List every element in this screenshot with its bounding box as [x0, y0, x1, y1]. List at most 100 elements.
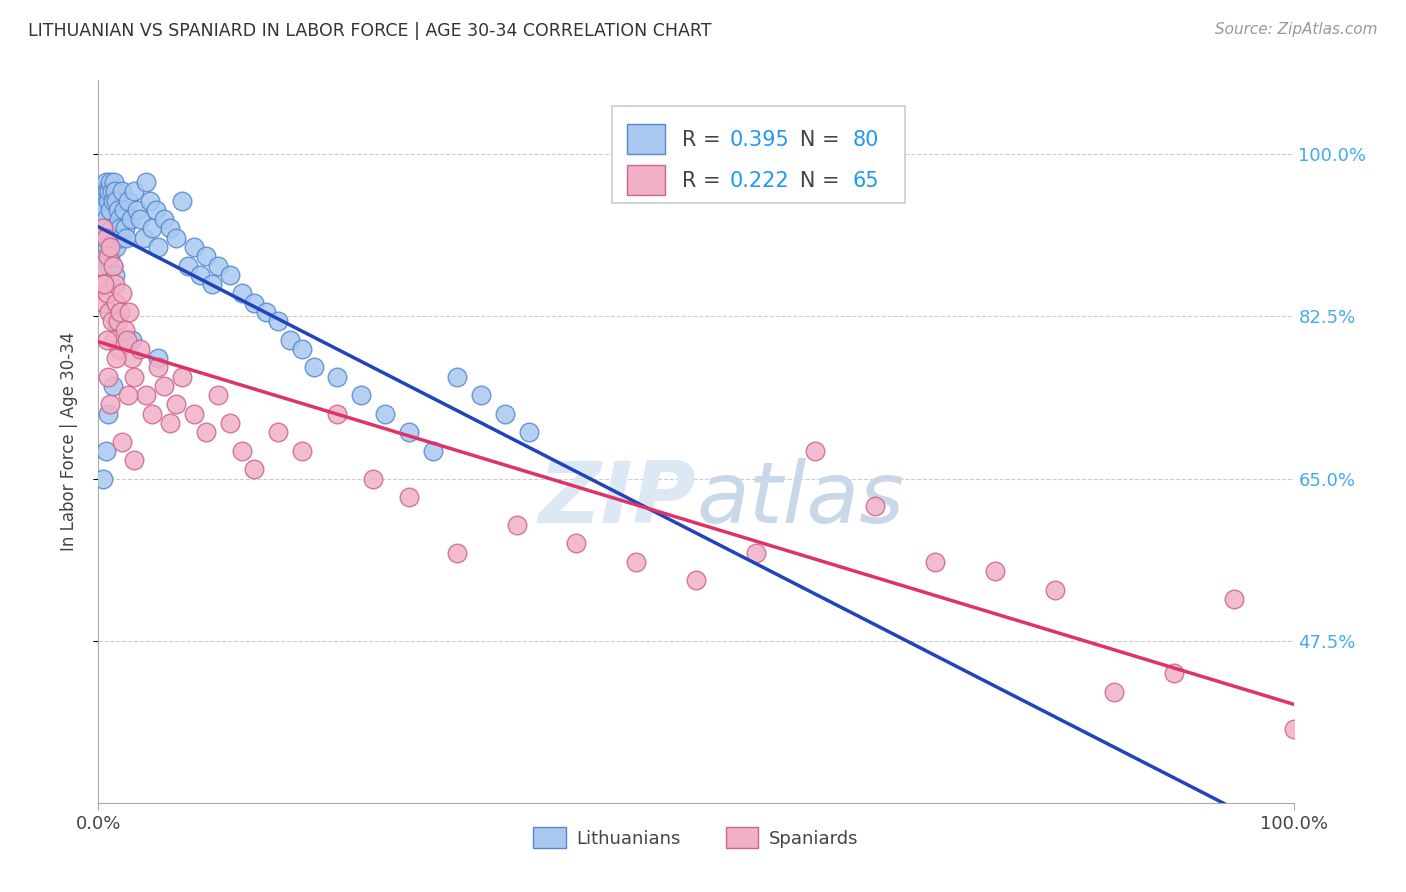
Point: [188, 268, 211, 282]
Point: [984, 564, 1007, 578]
Point: [118, 305, 141, 319]
Point: [125, 202, 148, 217]
Point: [112, 202, 135, 217]
Point: [1163, 666, 1185, 681]
Point: [121, 351, 143, 366]
Point: [100, 185, 122, 199]
Point: [153, 379, 176, 393]
Point: [267, 425, 290, 440]
Point: [165, 397, 187, 411]
Point: [90, 185, 112, 199]
Point: [98, 175, 122, 189]
Point: [105, 240, 128, 254]
Point: [141, 407, 163, 421]
Point: [159, 221, 181, 235]
Text: LITHUANIAN VS SPANIARD IN LABOR FORCE | AGE 30-34 CORRELATION CHART: LITHUANIAN VS SPANIARD IN LABOR FORCE | …: [28, 22, 711, 40]
Text: N =: N =: [779, 129, 846, 150]
Point: [267, 314, 290, 328]
Point: [117, 388, 139, 402]
Point: [105, 194, 128, 208]
Point: [804, 443, 827, 458]
Point: [94, 175, 117, 189]
Text: N =: N =: [779, 170, 846, 191]
Point: [108, 305, 131, 319]
Point: [98, 249, 122, 263]
Point: [291, 342, 314, 356]
Point: [101, 259, 124, 273]
FancyBboxPatch shape: [627, 165, 665, 195]
Point: [101, 379, 124, 393]
Point: [91, 221, 114, 235]
Point: [165, 231, 187, 245]
Point: [91, 194, 114, 208]
Point: [115, 333, 138, 347]
Point: [172, 194, 194, 208]
Point: [91, 472, 114, 486]
Point: [398, 425, 420, 440]
Point: [93, 231, 115, 245]
Point: [129, 342, 152, 356]
Point: [97, 407, 120, 421]
Point: [350, 388, 373, 402]
Point: [207, 388, 229, 402]
Point: [195, 249, 218, 263]
Point: [231, 443, 253, 458]
Point: [219, 416, 242, 430]
Point: [111, 286, 134, 301]
Point: [107, 212, 129, 227]
Point: [446, 369, 468, 384]
Point: [97, 259, 120, 273]
Point: [231, 286, 253, 301]
Point: [139, 194, 162, 208]
Point: [1223, 592, 1246, 607]
Text: Source: ZipAtlas.com: Source: ZipAtlas.com: [1215, 22, 1378, 37]
Point: [98, 240, 122, 254]
Point: [1282, 722, 1305, 736]
Point: [254, 305, 277, 319]
Point: [374, 407, 396, 421]
Point: [100, 221, 122, 235]
Point: [98, 397, 122, 411]
Point: [145, 202, 167, 217]
Point: [1104, 684, 1126, 698]
Point: [219, 268, 242, 282]
Y-axis label: In Labor Force | Age 30-34: In Labor Force | Age 30-34: [59, 332, 77, 551]
Point: [195, 425, 218, 440]
Point: [107, 314, 129, 328]
Point: [201, 277, 224, 291]
Point: [93, 185, 115, 199]
Point: [132, 231, 155, 245]
Point: [183, 240, 205, 254]
Point: [422, 443, 444, 458]
Point: [120, 212, 142, 227]
Point: [107, 342, 129, 356]
Point: [97, 249, 120, 263]
Point: [159, 416, 181, 430]
Point: [111, 434, 134, 449]
Point: [103, 333, 125, 347]
Point: [98, 202, 122, 217]
Point: [278, 333, 301, 347]
Point: [124, 185, 146, 199]
Point: [94, 231, 117, 245]
Point: [114, 323, 136, 337]
Point: [207, 259, 229, 273]
Point: [148, 351, 170, 366]
Point: [135, 175, 157, 189]
Point: [117, 194, 139, 208]
Point: [124, 453, 146, 467]
Text: 65: 65: [852, 170, 879, 191]
Point: [94, 212, 117, 227]
Text: R =: R =: [682, 170, 727, 191]
Point: [105, 351, 128, 366]
Point: [103, 175, 125, 189]
Point: [96, 185, 118, 199]
Point: [93, 295, 115, 310]
Legend: Lithuanians, Spaniards: Lithuanians, Spaniards: [526, 820, 866, 855]
Point: [865, 500, 887, 514]
Point: [135, 388, 157, 402]
Text: atlas: atlas: [696, 458, 904, 541]
Point: [506, 517, 529, 532]
FancyBboxPatch shape: [613, 105, 905, 203]
Point: [148, 240, 170, 254]
